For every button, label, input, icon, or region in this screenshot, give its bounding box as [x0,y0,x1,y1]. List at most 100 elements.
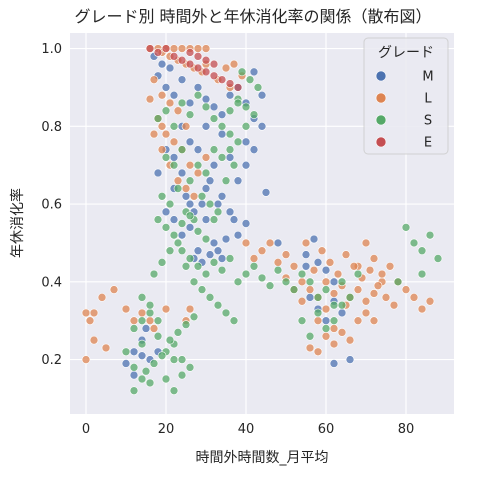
data-point [369,316,379,325]
data-point [369,254,379,263]
data-point [233,277,243,287]
data-point [149,269,159,279]
data-point [145,316,155,325]
data-point [321,265,331,275]
data-point [97,293,107,302]
x-axis-label: 時間外時間数_月平均 [196,450,329,466]
x-tick-label: 60 [318,422,335,437]
data-point [193,90,203,100]
data-point [225,79,235,88]
data-point [217,129,227,139]
data-point [121,347,131,357]
data-point [153,48,163,57]
data-point [321,285,331,294]
data-point [157,258,167,267]
data-point [89,335,99,345]
data-point [161,207,171,217]
data-point [249,67,259,77]
series-S [121,67,443,395]
data-point [229,59,239,69]
data-point [161,106,171,116]
data-point [329,289,339,298]
data-point [265,281,275,291]
data-point [233,98,243,108]
data-point [205,199,215,209]
data-point [129,347,139,357]
data-point [389,300,399,310]
data-point [377,269,387,279]
data-point [325,258,335,267]
data-point [313,258,323,267]
data-point [169,160,179,170]
data-point [241,102,251,112]
data-point [225,207,235,217]
data-point [193,168,203,178]
data-point [157,351,167,360]
data-point [161,153,171,162]
data-point [213,207,223,217]
data-point [177,55,187,65]
y-tick-label: 0.8 [41,120,62,135]
data-point [153,168,163,178]
data-point [85,316,95,325]
data-point [161,223,171,232]
data-point [233,137,243,147]
data-point [157,122,167,131]
data-point [241,238,251,248]
data-point [201,94,211,104]
data-point [209,102,219,112]
data-point [169,90,179,100]
data-point [217,265,227,275]
data-point [329,300,339,310]
data-point [273,265,283,275]
data-point [197,191,207,201]
data-point [169,52,179,61]
data-point [177,145,187,154]
data-point [329,339,339,349]
data-point [129,316,139,325]
data-point [321,304,331,314]
data-point [185,363,195,372]
data-point [189,277,199,287]
data-point [305,331,315,341]
data-point [193,44,203,53]
data-point [173,176,183,186]
data-point [373,281,383,291]
data-point [273,238,283,248]
data-point [197,199,207,209]
data-point [193,52,203,61]
data-point [169,215,179,224]
data-point [265,238,275,248]
data-point [213,199,223,209]
data-point [345,355,355,364]
y-axis-label: 年休消化率 [9,188,26,258]
data-point [209,114,219,123]
data-point [177,370,187,380]
data-point [121,359,131,368]
data-point [225,254,235,263]
data-point [129,363,139,372]
data-point [361,296,371,306]
legend-label: L [424,92,432,107]
data-point [185,160,195,170]
data-point [209,59,219,69]
data-point [149,75,159,84]
data-point [169,230,179,240]
data-point [321,316,331,325]
data-point [353,269,363,279]
data-point [425,296,435,306]
data-point [169,153,179,162]
data-point [161,44,171,53]
data-point [249,110,259,119]
data-point [417,246,427,256]
data-point [209,145,219,154]
data-point [329,316,339,325]
data-point [217,254,227,263]
data-point [201,44,211,53]
data-point [137,351,147,360]
data-point [193,145,203,154]
data-point [257,90,267,100]
data-point [205,250,215,259]
data-point [141,366,151,376]
